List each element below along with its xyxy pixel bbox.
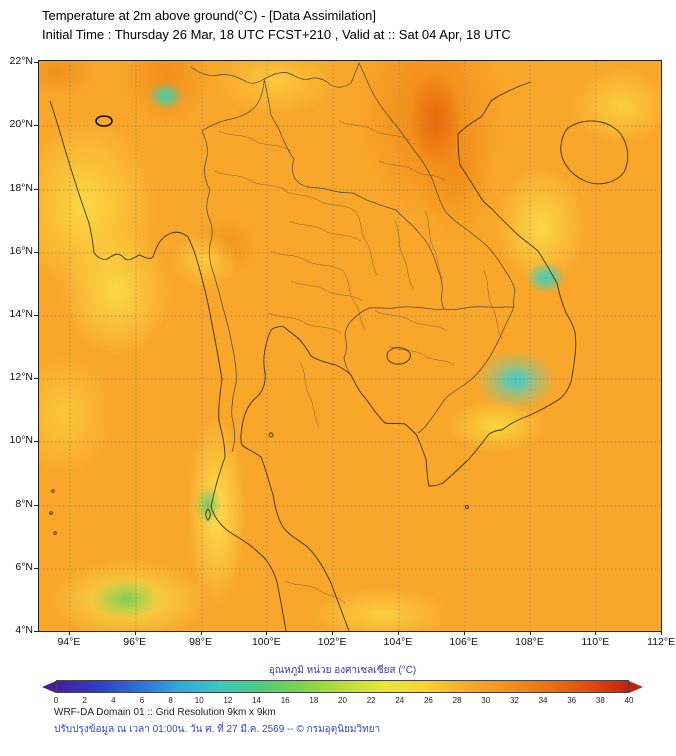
colorbar-tick-label: 12 bbox=[223, 696, 233, 705]
x-axis-tick-mark bbox=[595, 631, 597, 635]
y-axis-tick-label: 10°N bbox=[9, 434, 33, 447]
colorbar-tick-label: 28 bbox=[452, 696, 462, 705]
x-axis-tick-label: 108°E bbox=[515, 636, 544, 648]
page-subtitle: Initial Time : Thursday 26 Mar, 18 UTC F… bbox=[42, 27, 511, 42]
y-axis-tick-label: 8°N bbox=[15, 497, 33, 510]
y-axis-tick-mark bbox=[34, 62, 38, 64]
y-axis-tick-label: 18°N bbox=[9, 181, 33, 194]
y-axis-tick-mark bbox=[34, 441, 38, 443]
colorbar-tick-label: 26 bbox=[423, 696, 433, 705]
x-axis-tick-mark bbox=[529, 631, 531, 635]
colorbar-tick-label: 22 bbox=[366, 696, 376, 705]
page-title: Temperature at 2m above ground(°C) - [Da… bbox=[42, 8, 376, 23]
footer-update-info: ปรับปรุงข้อมูล ณ เวลา 01:00น. วัน ศ. ที่… bbox=[54, 724, 381, 735]
y-axis-tick-mark bbox=[34, 125, 38, 127]
colorbar-tick-label: 2 bbox=[82, 696, 87, 705]
colorbar-tick-label: 0 bbox=[53, 696, 59, 705]
colorbar-gradient bbox=[56, 680, 629, 693]
x-axis-tick-mark bbox=[68, 631, 70, 635]
province-borders bbox=[214, 120, 503, 604]
x-axis-tick-mark bbox=[661, 631, 663, 635]
x-axis-tick-label: 104°E bbox=[383, 636, 413, 648]
colorbar-tick-label: 8 bbox=[168, 696, 173, 705]
country-borders bbox=[190, 62, 516, 453]
x-axis-tick-label: 102°E bbox=[317, 636, 347, 648]
colorbar-tick-label: 40 bbox=[624, 696, 634, 705]
x-axis-tick-mark bbox=[397, 631, 399, 635]
x-axis-tick-mark bbox=[332, 631, 334, 635]
x-axis-tick-label: 94°E bbox=[57, 636, 81, 648]
x-axis-tick-mark bbox=[134, 631, 136, 635]
colorbar-tick-label: 18 bbox=[309, 696, 319, 705]
x-axis-tick-label: 100°E bbox=[251, 636, 281, 648]
colorbar-tick-label: 32 bbox=[509, 696, 519, 705]
y-axis-tick-mark bbox=[34, 315, 38, 316]
y-axis-tick-label: 14°N bbox=[9, 308, 33, 320]
y-axis-tick-label: 20°N bbox=[9, 118, 33, 131]
colorbar-tick-label: 20 bbox=[338, 696, 347, 705]
y-axis-tick-mark bbox=[34, 631, 38, 632]
x-axis-tick-label: 96°E bbox=[123, 636, 147, 648]
colorbar-label: อุณหภูมิ หน่วย องศาเซลเซียส (°C) bbox=[268, 665, 417, 676]
colorbar-tick-label: 4 bbox=[111, 696, 116, 705]
x-axis-tick-mark bbox=[463, 631, 465, 635]
temperature-field bbox=[39, 61, 661, 631]
x-axis-tick-label: 106°E bbox=[449, 636, 479, 648]
map-overlay-svg bbox=[39, 61, 661, 631]
x-axis-tick-mark bbox=[200, 631, 202, 635]
graticule bbox=[39, 61, 661, 631]
colorbar-tick-label: 16 bbox=[280, 696, 290, 705]
colorbar-tick-label: 6 bbox=[139, 696, 145, 705]
y-axis-tick-mark bbox=[34, 251, 38, 253]
colorbar bbox=[42, 680, 643, 693]
y-axis-tick-label: 16°N bbox=[9, 244, 33, 257]
y-axis-tick-mark bbox=[34, 378, 38, 380]
y-axis-tick-mark bbox=[34, 188, 38, 190]
colorbar-tick-label: 10 bbox=[194, 696, 204, 705]
x-axis-tick-label: 110°E bbox=[581, 636, 610, 648]
x-axis-tick-mark bbox=[266, 631, 268, 635]
y-axis-tick-label: 4°N bbox=[15, 624, 33, 636]
y-axis-tick-label: 12°N bbox=[9, 371, 33, 384]
colorbar-tick-label: 36 bbox=[567, 696, 577, 705]
colorbar-tick-label: 14 bbox=[252, 696, 261, 705]
y-axis-tick-label: 6°N bbox=[15, 560, 33, 573]
colorbar-tick-label: 24 bbox=[395, 696, 405, 705]
colorbar-tick-label: 30 bbox=[481, 696, 491, 705]
y-axis-tick-mark bbox=[34, 504, 38, 506]
colorbar-tick-label: 34 bbox=[538, 696, 548, 705]
footer-domain-info: WRF-DA Domain 01 :: Grid Resolution 9km … bbox=[54, 707, 276, 718]
coastlines bbox=[49, 81, 629, 631]
colorbar-tick-label: 38 bbox=[595, 696, 605, 705]
colorbar-tick-labels: 0 2 4 6 8 10 12 14 16 18 20 22 24 26 28 30 32 34 36 38 40 bbox=[53, 696, 634, 706]
cold-spot-contour bbox=[95, 115, 113, 127]
colorbar-overflow-arrow bbox=[629, 680, 643, 693]
y-axis-tick-mark bbox=[34, 567, 38, 569]
colorbar-underflow-arrow bbox=[42, 680, 56, 693]
map-plot bbox=[38, 60, 662, 632]
x-axis-tick-label: 98°E bbox=[189, 636, 212, 648]
x-axis-tick-label: 112°E bbox=[647, 636, 676, 648]
y-axis-tick-label: 22°N bbox=[9, 55, 33, 68]
